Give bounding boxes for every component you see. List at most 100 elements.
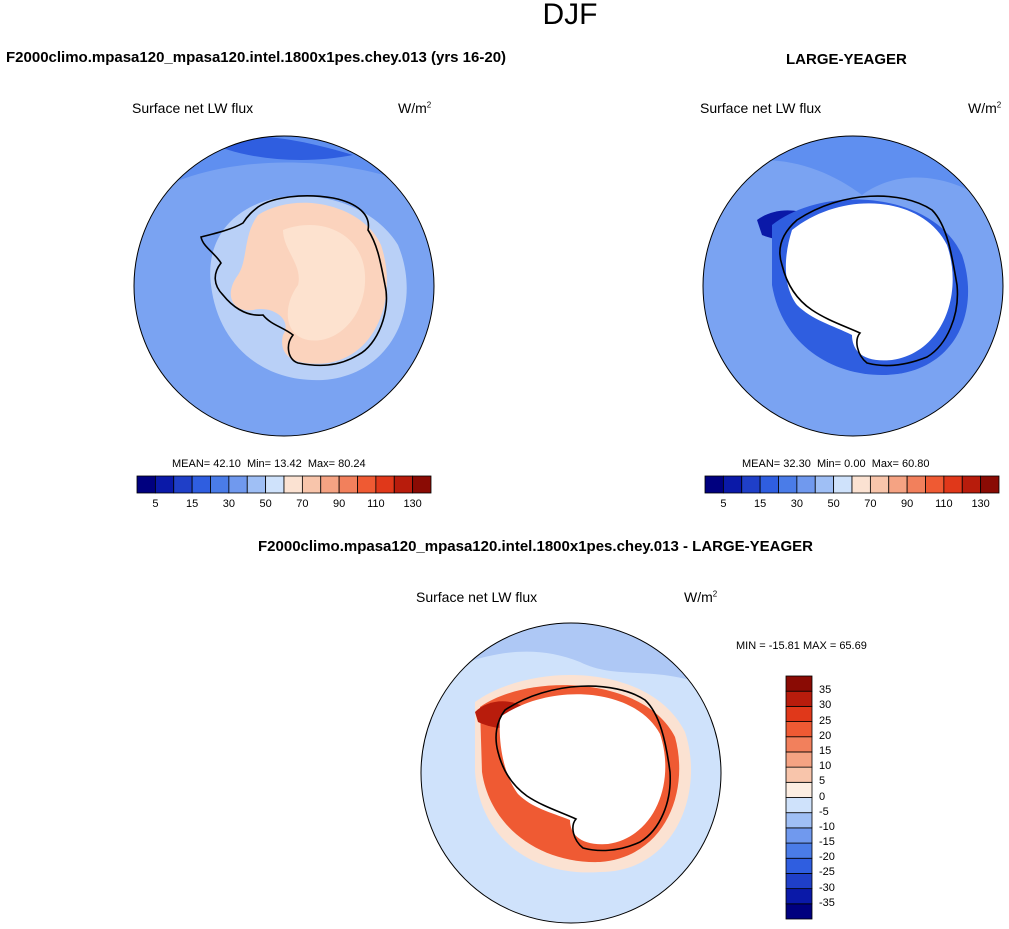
colorbar-tick-label: 20 bbox=[819, 729, 832, 742]
colorbar-swatch bbox=[283, 475, 303, 494]
panel1-title: F2000climo.mpasa120_mpasa120.intel.1800x… bbox=[6, 49, 507, 66]
colorbar-tick-label: -10 bbox=[819, 820, 835, 833]
p3-coastline bbox=[495, 685, 671, 852]
colorbar-tick-label: 130 bbox=[403, 498, 422, 510]
colorbar-swatch bbox=[785, 888, 813, 905]
panel2-variable: Surface net LW flux bbox=[700, 100, 822, 116]
colorbar-swatch bbox=[785, 721, 813, 738]
colorbar-tick-label: 15 bbox=[754, 498, 767, 510]
colorbar-tick-label: 15 bbox=[819, 744, 832, 757]
colorbar-tick-label: 30 bbox=[819, 699, 832, 712]
colorbar-tick-label: 110 bbox=[935, 498, 953, 510]
colorbar-swatch bbox=[393, 475, 414, 494]
colorbar-swatch bbox=[785, 675, 813, 692]
colorbar-tick-label: 90 bbox=[333, 498, 346, 510]
colorbar-swatch bbox=[785, 690, 813, 707]
colorbar-tick-label: 5 bbox=[720, 498, 727, 510]
colorbar-swatch bbox=[375, 475, 395, 494]
colorbar-tick-label: 30 bbox=[790, 498, 803, 510]
colorbar-tick-label: -30 bbox=[819, 881, 835, 894]
colorbar-swatch bbox=[833, 475, 853, 494]
panel3-map bbox=[420, 622, 722, 924]
panel1-colorbar bbox=[136, 475, 432, 494]
colorbar-tick-label: -15 bbox=[819, 836, 835, 849]
colorbar-tick-label: 25 bbox=[819, 714, 832, 727]
colorbar-swatch bbox=[785, 736, 813, 753]
colorbar-swatch bbox=[338, 475, 358, 494]
panel1-variable: Surface net LW flux bbox=[132, 100, 254, 116]
colorbar-swatch bbox=[925, 475, 945, 494]
colorbar-tick-label: 10 bbox=[819, 760, 832, 773]
p2-coastline bbox=[779, 195, 959, 367]
colorbar-swatch bbox=[943, 475, 963, 494]
colorbar-swatch bbox=[869, 475, 890, 494]
colorbar-swatch bbox=[785, 827, 813, 844]
colorbar-swatch bbox=[785, 797, 813, 814]
colorbar-swatch bbox=[722, 475, 743, 494]
panel3-title: F2000climo.mpasa120_mpasa120.intel.1800x… bbox=[258, 538, 814, 555]
colorbar-swatch bbox=[357, 475, 377, 494]
colorbar-tick-label: 50 bbox=[827, 498, 840, 510]
p1-land-inner bbox=[283, 225, 366, 341]
colorbar-swatch bbox=[785, 751, 813, 768]
colorbar-swatch bbox=[246, 475, 267, 494]
p3-land bbox=[499, 694, 666, 845]
panel3-variable: Surface net LW flux bbox=[416, 589, 538, 605]
panel3-units: W/m2 bbox=[684, 589, 718, 605]
colorbar-swatch bbox=[136, 475, 156, 494]
colorbar-swatch bbox=[785, 873, 813, 890]
colorbar-tick-label: -20 bbox=[819, 851, 835, 864]
colorbar-swatch bbox=[814, 475, 835, 494]
colorbar-swatch bbox=[741, 475, 761, 494]
panel3-minmax: MIN = -15.81 MAX = 65.69 bbox=[736, 640, 867, 652]
colorbar-swatch bbox=[191, 475, 211, 494]
colorbar-swatch bbox=[412, 475, 432, 494]
colorbar-swatch bbox=[785, 812, 813, 829]
colorbar-swatch bbox=[228, 475, 248, 494]
colorbar-tick-label: 70 bbox=[296, 498, 309, 510]
colorbar-swatch bbox=[785, 781, 813, 798]
colorbar-tick-label: 70 bbox=[864, 498, 877, 510]
colorbar-tick-label: 15 bbox=[186, 498, 199, 510]
colorbar-swatch bbox=[704, 475, 724, 494]
colorbar-swatch bbox=[265, 475, 285, 494]
colorbar-tick-label: 30 bbox=[222, 498, 235, 510]
colorbar-swatch bbox=[785, 842, 813, 859]
colorbar-swatch bbox=[888, 475, 908, 494]
colorbar-tick-label: 35 bbox=[819, 684, 832, 697]
colorbar-tick-label: 110 bbox=[367, 498, 385, 510]
colorbar-swatch bbox=[851, 475, 871, 494]
colorbar-swatch bbox=[785, 705, 813, 722]
colorbar-swatch bbox=[320, 475, 340, 494]
panel1-map bbox=[133, 135, 435, 437]
colorbar-tick-label: 90 bbox=[901, 498, 914, 510]
p1-coastline bbox=[200, 195, 388, 367]
main-title: DJF bbox=[542, 0, 598, 31]
panel2-colorbar bbox=[704, 475, 1000, 494]
colorbar-swatch bbox=[210, 475, 230, 494]
colorbar-swatch bbox=[301, 475, 322, 494]
colorbar-swatch bbox=[154, 475, 175, 494]
colorbar-tick-label: -25 bbox=[819, 866, 835, 879]
colorbar-tick-label: -35 bbox=[819, 896, 835, 909]
panel2-title: LARGE-YEAGER bbox=[786, 51, 907, 68]
colorbar-swatch bbox=[785, 857, 813, 874]
colorbar-swatch bbox=[906, 475, 926, 494]
colorbar-tick-label: -5 bbox=[819, 805, 829, 818]
colorbar-swatch bbox=[961, 475, 982, 494]
colorbar-tick-label: 130 bbox=[971, 498, 990, 510]
panel3-colorbar bbox=[785, 675, 813, 920]
colorbar-tick-label: 0 bbox=[819, 790, 826, 803]
colorbar-swatch bbox=[785, 766, 813, 783]
colorbar-tick-label: 5 bbox=[819, 775, 826, 788]
colorbar-swatch bbox=[759, 475, 779, 494]
panel1-units: W/m2 bbox=[398, 100, 432, 116]
colorbar-tick-label: 5 bbox=[152, 498, 159, 510]
colorbar-swatch bbox=[785, 903, 813, 920]
panel2-units: W/m2 bbox=[968, 100, 1002, 116]
colorbar-tick-label: 50 bbox=[259, 498, 272, 510]
panel1-stats: MEAN= 42.10 Min= 13.42 Max= 80.24 bbox=[172, 458, 366, 470]
colorbar-swatch bbox=[778, 475, 798, 494]
p2-land bbox=[785, 203, 953, 361]
colorbar-swatch bbox=[796, 475, 816, 494]
